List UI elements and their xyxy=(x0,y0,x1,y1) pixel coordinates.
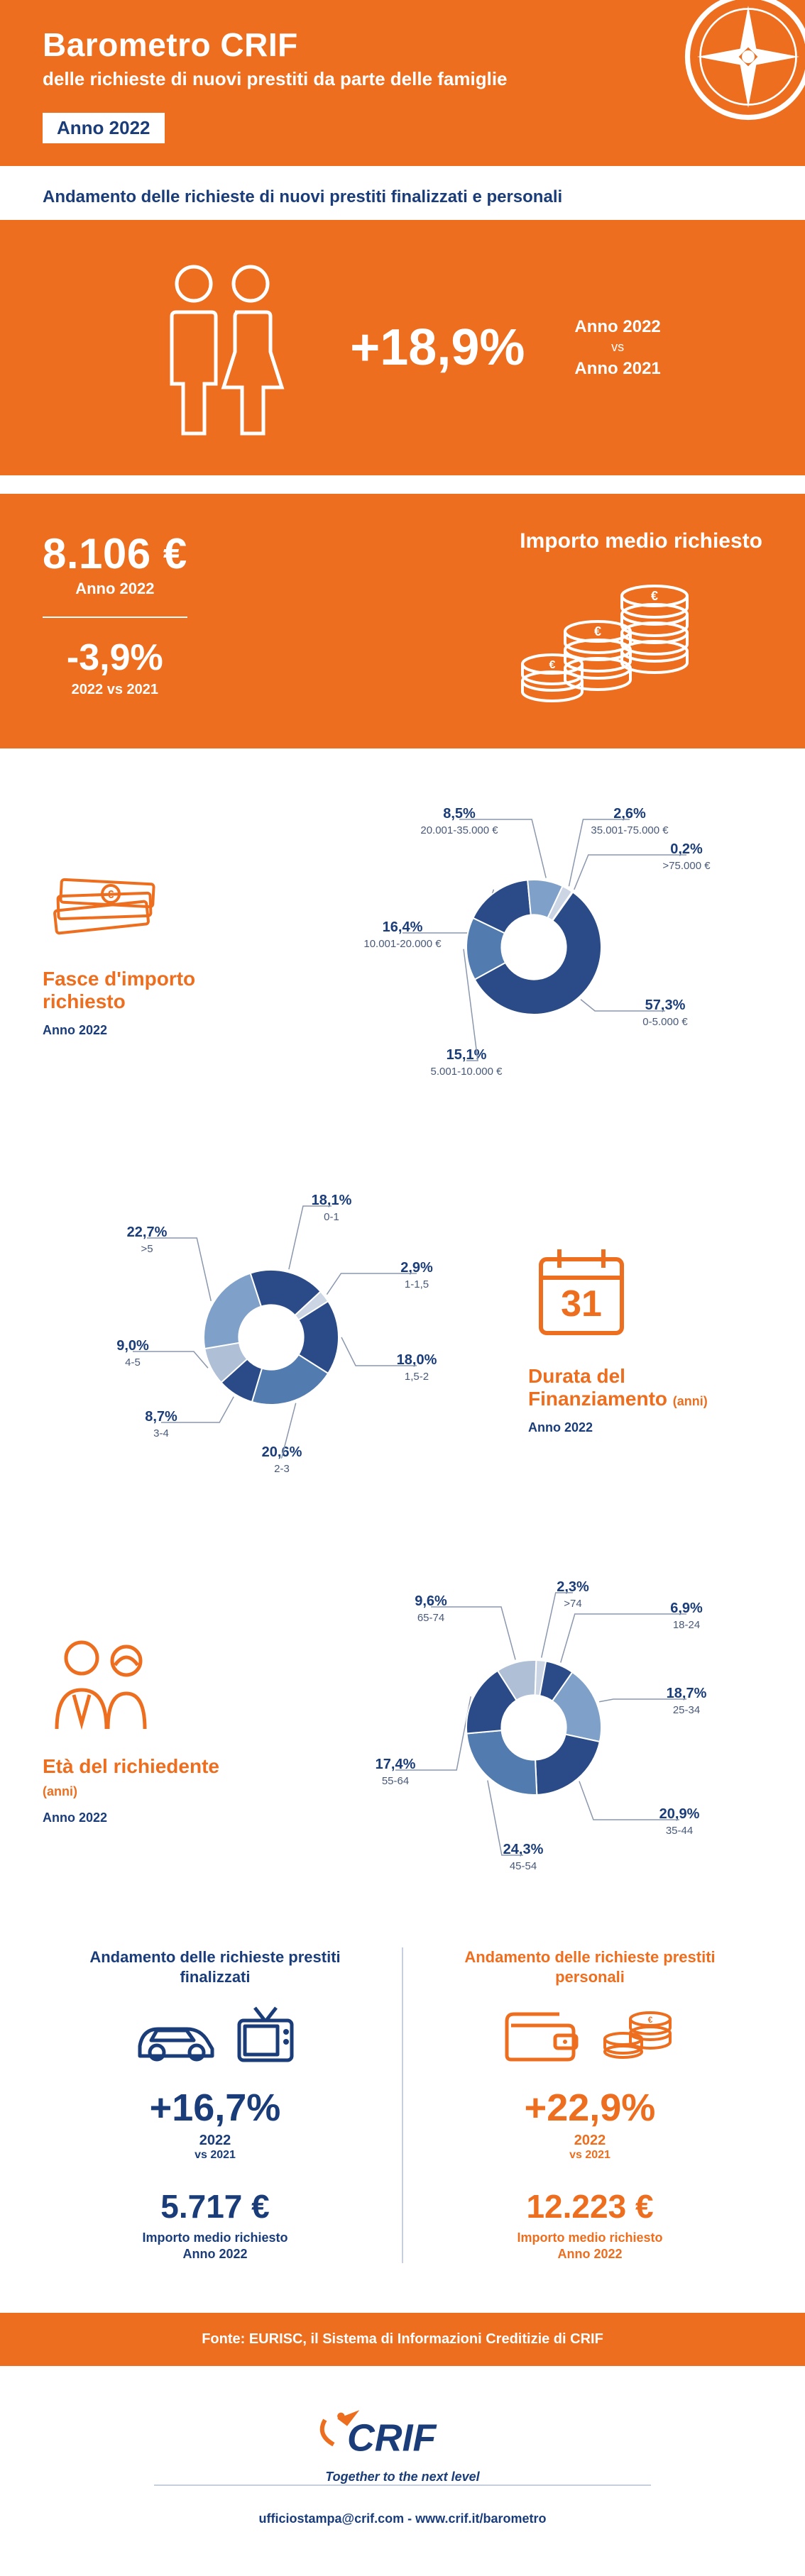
donut-label: 18,7%25-34 xyxy=(633,1685,740,1718)
donut-label: 9,6%65-74 xyxy=(378,1593,484,1625)
finalizzati-col: Andamento delle richieste prestiti final… xyxy=(43,1947,388,2263)
donut-label: 16,4%10.001-20.000 € xyxy=(349,919,456,951)
personali-col: Andamento delle richieste prestiti perso… xyxy=(417,1947,762,2263)
svg-text:€: € xyxy=(108,889,114,901)
donut-label: 17,4%55-64 xyxy=(342,1756,449,1789)
header: Barometro CRIF delle richieste di nuovi … xyxy=(0,0,805,166)
donut-label: 2,9%1-1,5 xyxy=(363,1259,470,1292)
finalizzati-vs: vs 2021 xyxy=(43,2149,388,2162)
crif-logo: CRIF Together to the next level xyxy=(21,2401,784,2484)
avg-cmp: 2022 vs 2021 xyxy=(43,682,187,698)
svg-text:€: € xyxy=(549,659,556,671)
donut-label: 57,3%0-5.000 € xyxy=(612,997,718,1029)
footer: CRIF Together to the next level ufficios… xyxy=(0,2366,805,2576)
donut-label: 20,6%2-3 xyxy=(229,1444,335,1476)
age-chart-suffix: (anni) xyxy=(43,1784,77,1798)
donut-label: 24,3%45-54 xyxy=(470,1841,576,1874)
wallet-icon xyxy=(504,2007,582,2064)
main-title: Barometro CRIF xyxy=(43,26,762,64)
main-subtitle: delle richieste di nuovi prestiti da par… xyxy=(43,68,762,90)
svg-text:€: € xyxy=(648,2015,653,2025)
personali-title: Andamento delle richieste prestiti perso… xyxy=(417,1947,762,1986)
age-chart-section: Età del richiedente (anni) Anno 2022 6,9… xyxy=(0,1529,805,1919)
logo-tagline: Together to the next level xyxy=(21,2470,784,2484)
personali-delta: +22,9% xyxy=(417,2086,762,2130)
finalizzati-imp2: Anno 2022 xyxy=(182,2247,247,2261)
donut-label: 9,0%4-5 xyxy=(80,1337,186,1370)
svg-text:€: € xyxy=(651,589,658,603)
duration-chart-title: Durata del Finanziamento xyxy=(528,1365,667,1410)
avg-amount-block: 8.106 € Anno 2022 -3,9% 2022 vs 2021 Imp… xyxy=(0,494,805,748)
donut-label: 0,2%>75.000 € xyxy=(633,841,740,873)
age-chart-title: Età del richiedente xyxy=(43,1755,219,1777)
personali-amount: 12.223 € xyxy=(417,2187,762,2226)
donut-label: 20,9%35-44 xyxy=(626,1806,733,1838)
finalizzati-delta: +16,7% xyxy=(43,2086,388,2130)
trend-year-a: Anno 2022 xyxy=(574,315,660,339)
calendar-icon: 31 xyxy=(528,1239,762,1349)
finalizzati-title: Andamento delle richieste prestiti final… xyxy=(43,1947,388,1986)
donut-label: 6,9%18-24 xyxy=(633,1600,740,1632)
coins-icon: € € € xyxy=(520,575,762,713)
age-chart-year: Anno 2022 xyxy=(43,1811,277,1825)
finalizzati-amount: 5.717 € xyxy=(43,2187,388,2226)
donut-label: 8,7%3-4 xyxy=(108,1408,214,1441)
finalizzati-imp1: Importo medio richiesto xyxy=(142,2230,288,2245)
personali-vs: vs 2021 xyxy=(417,2149,762,2162)
source-line: Fonte: EURISC, il Sistema di Informazion… xyxy=(0,2313,805,2366)
people-icon xyxy=(144,255,300,440)
money-stack-icon: € xyxy=(43,856,277,952)
personali-year: 2022 xyxy=(417,2133,762,2149)
bottom-columns: Andamento delle richieste prestiti final… xyxy=(0,1919,805,2313)
tv-icon xyxy=(234,2003,297,2067)
compass-icon xyxy=(684,0,805,121)
donut-label: 2,3%>74 xyxy=(520,1579,626,1611)
personali-imp2: Anno 2022 xyxy=(557,2247,622,2261)
donut-label: 2,6%35.001-75.000 € xyxy=(576,805,683,838)
duration-chart-section: 31 Durata del Finanziamento (anni) Anno … xyxy=(0,1139,805,1529)
finalizzati-year: 2022 xyxy=(43,2133,388,2149)
avg-amount: 8.106 € xyxy=(43,529,187,578)
donut-label: 15,1%5.001-10.000 € xyxy=(413,1046,520,1079)
duration-donut: 18,1%0-12,9%1-1,518,0%1,5-220,6%2-38,7%3… xyxy=(87,1188,456,1486)
avg-delta: -3,9% xyxy=(43,636,187,679)
amount-donut: 57,3%0-5.000 € 15,1%5.001-10.000 € 16,4%10… xyxy=(349,798,718,1096)
trend-year-b: Anno 2021 xyxy=(574,357,660,381)
avg-amount-year: Anno 2022 xyxy=(43,580,187,598)
donut-label: 8,5%20.001-35.000 € xyxy=(406,805,513,838)
trend-block: +18,9% Anno 2022 vs Anno 2021 xyxy=(0,220,805,475)
coins-small-icon: € xyxy=(598,2003,676,2067)
trend-section-title: Andamento delle richieste di nuovi prest… xyxy=(0,166,805,220)
amount-chart-year: Anno 2022 xyxy=(43,1023,277,1038)
trend-vs: vs xyxy=(574,338,660,356)
vertical-divider xyxy=(402,1947,403,2263)
age-donut: 6,9%18-2418,7%25-3420,9%35-4424,3%45-541… xyxy=(349,1579,718,1876)
avg-right-title: Importo medio richiesto xyxy=(520,529,762,553)
donut-label: 18,0%1,5-2 xyxy=(363,1351,470,1384)
year-tag: Anno 2022 xyxy=(43,113,165,143)
trend-delta: +18,9% xyxy=(350,319,525,377)
svg-text:€: € xyxy=(594,624,601,639)
svg-text:31: 31 xyxy=(561,1283,602,1325)
applicant-icon xyxy=(43,1630,277,1740)
donut-label: 22,7%>5 xyxy=(94,1224,200,1256)
svg-text:CRIF: CRIF xyxy=(347,2416,437,2459)
amount-chart-title: Fasce d'importo richiesto xyxy=(43,968,277,1013)
duration-chart-suffix: (anni) xyxy=(673,1394,708,1408)
donut-label: 18,1%0-1 xyxy=(278,1192,385,1225)
footer-contact: ufficiostampa@crif.com - www.crif.it/bar… xyxy=(21,2511,784,2526)
personali-imp1: Importo medio richiesto xyxy=(517,2230,662,2245)
amount-chart-section: € Fasce d'importo richiesto Anno 2022 57… xyxy=(0,748,805,1139)
duration-chart-year: Anno 2022 xyxy=(528,1420,762,1435)
car-icon xyxy=(133,2007,218,2064)
